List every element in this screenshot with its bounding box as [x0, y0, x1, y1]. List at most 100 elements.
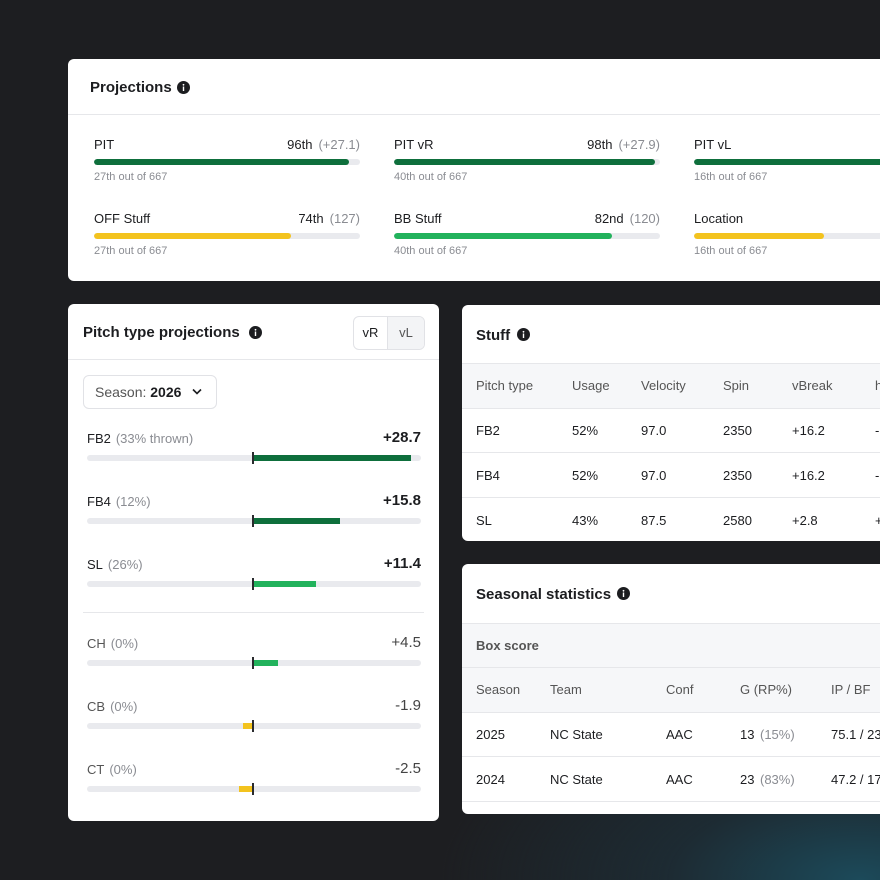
rank: 82nd	[594, 211, 624, 226]
row-divider	[462, 452, 880, 453]
metric-sub: 16th out of 667	[694, 171, 768, 183]
metric-label: OFF Stuff	[94, 211, 151, 226]
info-icon	[177, 81, 190, 94]
section-label: Box score	[476, 638, 539, 653]
column-header: Spin	[723, 378, 750, 393]
cell: 13	[740, 727, 755, 742]
pitch-value: -2.5	[395, 760, 421, 777]
card-title: Seasonal statistics	[476, 586, 612, 603]
column-header: Usage	[572, 378, 610, 393]
chevron	[192, 388, 202, 395]
bar-track	[87, 723, 421, 729]
pitch-label: CH (0%)	[87, 636, 138, 651]
pitch-value: +28.7	[383, 429, 421, 446]
usage: (0%)	[110, 699, 138, 714]
cell: +16.2	[792, 423, 825, 438]
bar	[94, 233, 291, 239]
bar-track	[87, 786, 421, 792]
pitch-value: +11.4	[383, 555, 421, 572]
cell: +2.8	[792, 513, 818, 528]
cell: 47.2 / 17	[831, 772, 880, 787]
usage: (33% thrown)	[115, 431, 194, 446]
center-tick	[252, 657, 254, 669]
info-icon	[249, 326, 262, 339]
pitch-label: CB (0%)	[87, 699, 138, 714]
projections-card: Projections PIT 96th (+27.1) 27th out of 66…	[68, 59, 880, 281]
pitch-value: +4.5	[391, 634, 421, 651]
metric-rank: 74th (127)	[298, 211, 360, 226]
cell: 2025	[476, 727, 505, 742]
pitch-projections-card: Pitch type projections vR vL Season: 202…	[68, 304, 439, 821]
cell: +16.2	[792, 468, 825, 483]
bar	[694, 233, 825, 239]
toggle-button[interactable]: vL	[388, 317, 424, 349]
row-divider	[462, 497, 880, 498]
bar	[253, 518, 340, 524]
pitch-label: CT (0%)	[87, 762, 137, 777]
info-icon	[517, 328, 530, 341]
cell: 52%	[572, 423, 599, 438]
metric-label: BB Stuff	[394, 211, 442, 226]
info-icon	[617, 587, 630, 600]
cell-note: (15%)	[760, 727, 795, 742]
column-header: G (RP%)	[740, 682, 792, 697]
season-dropdown[interactable]: Season: 2026	[83, 375, 217, 409]
cell: 97.0	[641, 423, 667, 438]
metric-sub: 16th out of 667	[694, 245, 768, 257]
pitch-label: FB2 (33% thrown)	[87, 431, 193, 446]
metric-rank: 82nd (120)	[595, 211, 660, 226]
metric-sub: 40th out of 667	[394, 171, 468, 183]
cell: 2350	[723, 468, 752, 483]
cell: AAC	[666, 727, 693, 742]
toggle-button[interactable]: vR	[354, 317, 388, 349]
metric-label: PIT	[94, 137, 115, 152]
usage: (26%)	[107, 557, 143, 572]
delta: (+27.1)	[318, 137, 360, 152]
rank: 74th	[298, 211, 324, 226]
usage: (12%)	[115, 494, 151, 509]
column-header: Conf	[666, 682, 694, 697]
header-row	[462, 667, 880, 713]
card-title: Projections	[90, 79, 172, 96]
pitch-name: CB	[87, 699, 106, 714]
card-title: Stuff	[476, 327, 511, 344]
center-tick	[252, 578, 254, 590]
column-header: IP / BF	[831, 682, 871, 697]
bar	[253, 581, 316, 587]
bar-track	[694, 233, 880, 239]
center-tick	[252, 783, 254, 795]
column-header: vBreak	[792, 378, 833, 393]
split-toggle: vR vL	[353, 316, 425, 350]
metric-rank: 98th (+27.9)	[587, 137, 660, 152]
cell: 2024	[476, 772, 505, 787]
cell: SL	[476, 513, 492, 528]
stuff-card: Stuff Pitch type Usage Velocity Spin vBreak h…	[462, 305, 880, 541]
usage: (0%)	[110, 636, 139, 651]
bar	[253, 660, 278, 666]
delta: (127)	[329, 211, 360, 226]
pitch-name: CT	[87, 762, 105, 777]
pitch-name: FB4	[87, 494, 111, 509]
pitch-name: SL	[87, 557, 103, 572]
cell: 97.0	[641, 468, 667, 483]
cell: 43%	[572, 513, 599, 528]
rank: 98th	[587, 137, 613, 152]
cell: 75.1 / 23	[831, 727, 880, 742]
dropdown-label: Season:	[95, 384, 147, 400]
cell: NC State	[550, 727, 603, 742]
delta: (120)	[629, 211, 660, 226]
metric-sub: 40th out of 667	[394, 245, 468, 257]
card-title: Pitch type projections	[83, 324, 240, 341]
center-tick	[252, 515, 254, 527]
center-tick	[252, 452, 254, 464]
divider	[68, 114, 880, 115]
metric-label: PIT vL	[694, 137, 732, 152]
pitch-name: CH	[87, 636, 106, 651]
metric-sub: 27th out of 667	[94, 171, 168, 183]
pitch-value: -1.9	[395, 697, 421, 714]
cell: 23	[740, 772, 755, 787]
pitch-value: +15.8	[383, 492, 421, 509]
cell: 2350	[723, 423, 752, 438]
cell: +	[875, 513, 880, 528]
